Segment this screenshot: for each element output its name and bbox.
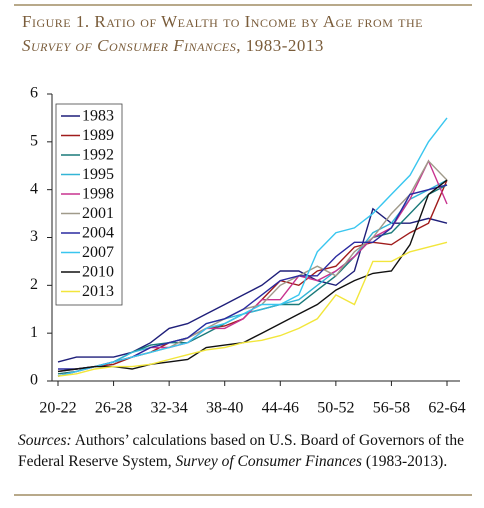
series-line <box>57 179 448 373</box>
y-tick-label: 6 <box>30 85 38 102</box>
legend-label: 2007 <box>82 244 114 261</box>
x-tick-label: 20-22 <box>39 400 76 417</box>
source-label: Sources: <box>18 432 72 449</box>
legend-label: 1983 <box>82 108 114 125</box>
x-tick-label: 62-64 <box>428 400 465 417</box>
x-tick-label: 26-28 <box>95 400 132 417</box>
series-line <box>57 179 448 377</box>
x-tick-label: 38-40 <box>206 400 243 417</box>
x-tick-label: 32-34 <box>150 400 187 417</box>
title-source: Survey of Consumer Finances <box>22 36 237 55</box>
legend-label: 1998 <box>82 186 114 203</box>
y-tick-label: 4 <box>30 180 38 197</box>
legend-label: 2004 <box>82 225 114 242</box>
source-note: Sources: Authors’ calculations based on … <box>18 430 466 472</box>
x-tick-label: 56-58 <box>373 400 410 417</box>
y-tick-label: 5 <box>30 133 38 150</box>
legend-label: 1992 <box>82 147 114 164</box>
bottom-rule <box>14 494 472 496</box>
series-line <box>57 117 448 377</box>
title-years: , 1983-2013 <box>236 36 324 55</box>
y-tick-label: 0 <box>30 372 38 389</box>
top-rule <box>14 4 472 6</box>
legend-label: 1989 <box>82 127 114 144</box>
series-line <box>57 207 448 363</box>
source-text: Authors’ calculations based on U.S. Boar… <box>18 432 464 470</box>
legend-label: 2010 <box>82 264 114 281</box>
y-tick-label: 3 <box>30 228 38 245</box>
legend-label: 2013 <box>82 283 114 300</box>
series-line <box>57 241 448 377</box>
x-tick-label: 44-46 <box>262 400 299 417</box>
x-tick-label: 50-52 <box>317 400 354 417</box>
title-text: Figure 1. Ratio of Wealth to Income by A… <box>22 12 423 31</box>
legend-label: 2001 <box>82 205 114 222</box>
legend-label: 1995 <box>82 166 114 183</box>
y-tick-label: 2 <box>30 276 38 293</box>
chart-title: Figure 1. Ratio of Wealth to Income by A… <box>22 10 472 58</box>
source-years: (1983-2013). <box>361 453 448 470</box>
y-tick-label: 1 <box>30 324 38 341</box>
source-survey: Survey of Consumer Finances <box>175 453 362 470</box>
